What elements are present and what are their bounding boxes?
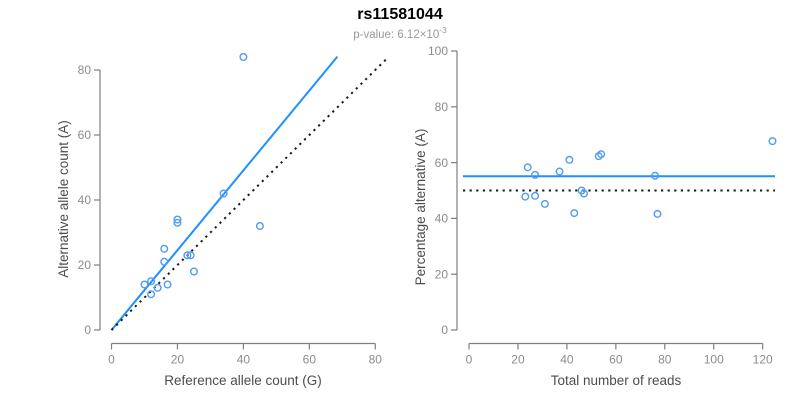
data-point xyxy=(160,244,169,253)
left-x-axis-title: Reference allele count (G) xyxy=(164,373,322,388)
data-point xyxy=(189,267,198,276)
x-tick-label: 20 xyxy=(511,353,525,367)
left-scatter-plot: 0 20 40 60 80 0 20 40 60 80 xyxy=(78,53,390,367)
x-tick-label: 100 xyxy=(704,353,724,367)
x-tick-label: 60 xyxy=(609,353,623,367)
y-tick-label: 80 xyxy=(435,100,449,114)
data-point xyxy=(540,199,549,208)
data-point xyxy=(255,221,264,230)
identity-line xyxy=(110,56,390,331)
data-point xyxy=(555,167,564,176)
x-tick-label: 120 xyxy=(753,353,773,367)
right-x-axis-title: Total number of reads xyxy=(550,373,682,388)
y-tick-label: 40 xyxy=(78,193,92,207)
y-tick-label: 60 xyxy=(78,128,92,142)
x-tick-label: 40 xyxy=(560,353,574,367)
x-tick-label: 60 xyxy=(303,353,317,367)
p-value-text: p-value: 6.12×10 xyxy=(353,28,440,41)
data-point xyxy=(565,155,574,164)
data-point xyxy=(531,170,540,179)
data-point xyxy=(147,277,156,286)
y-tick-label: 40 xyxy=(435,212,449,226)
left-y-axis-title: Alternative allele count (A) xyxy=(56,120,71,278)
data-point xyxy=(768,137,777,146)
p-value-subtitle: p-value: 6.12×10-3 xyxy=(0,25,800,41)
y-tick-label: 0 xyxy=(84,323,91,337)
data-point xyxy=(219,189,228,198)
data-point xyxy=(183,251,192,260)
x-tick-label: 0 xyxy=(108,353,115,367)
x-tick-label: 80 xyxy=(369,353,383,367)
y-tick-label: 0 xyxy=(441,323,448,337)
data-point xyxy=(163,280,172,289)
fitted-allelic-ratio-line xyxy=(110,56,339,331)
data-point xyxy=(570,209,579,218)
data-point xyxy=(153,283,162,292)
data-point xyxy=(531,191,540,200)
data-point xyxy=(653,209,662,218)
data-point xyxy=(186,251,195,260)
y-tick-label: 20 xyxy=(78,258,92,272)
data-point xyxy=(173,215,182,224)
y-tick-label: 100 xyxy=(428,44,448,58)
data-point xyxy=(239,53,248,62)
data-point xyxy=(523,163,532,172)
y-tick-label: 60 xyxy=(435,156,449,170)
x-tick-label: 80 xyxy=(658,353,672,367)
p-value-exponent: -3 xyxy=(439,25,447,35)
data-point xyxy=(140,280,149,289)
right-scatter-plot: 0 20 40 60 80 100 0 20 40 60 80 100 120 xyxy=(428,44,777,367)
data-point xyxy=(651,171,660,180)
page-title: rs11581044 xyxy=(357,6,443,23)
data-point xyxy=(173,218,182,227)
x-tick-label: 20 xyxy=(171,353,185,367)
y-tick-label: 20 xyxy=(435,267,449,281)
data-point xyxy=(160,257,169,266)
right-y-axis-title: Percentage alternative (A) xyxy=(413,128,428,286)
data-point xyxy=(580,189,589,198)
data-point xyxy=(147,290,156,299)
x-tick-label: 0 xyxy=(466,353,473,367)
x-tick-label: 40 xyxy=(237,353,251,367)
y-tick-label: 80 xyxy=(78,63,92,77)
data-point xyxy=(594,152,603,161)
data-point xyxy=(521,192,530,201)
